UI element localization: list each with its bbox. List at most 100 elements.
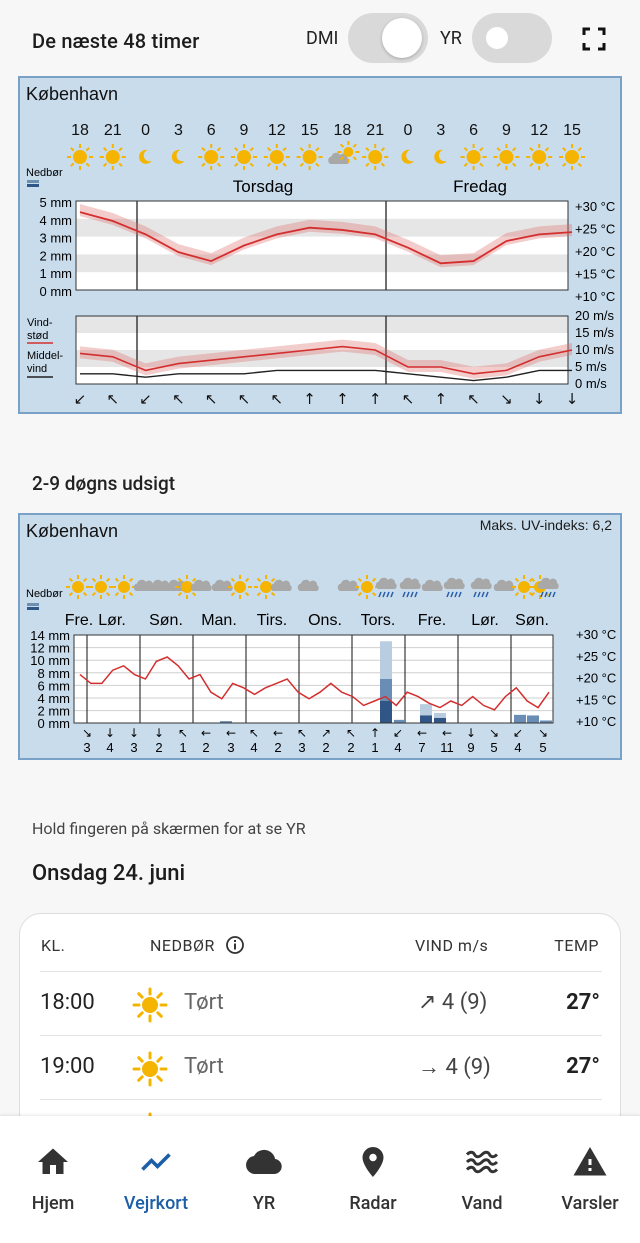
day-label: Fre. <box>65 612 93 629</box>
cloud-icon <box>337 579 359 591</box>
wind-speed: 4 <box>250 740 257 755</box>
wind-speed: 2 <box>274 740 281 755</box>
nav-vand[interactable]: Vand <box>429 1116 535 1243</box>
precip-tick: 14 mm <box>30 628 70 643</box>
precip-tick: 0 mm <box>38 716 71 731</box>
wind-arrow: ↖ <box>205 390 218 408</box>
wind-arrow: ↖ <box>172 390 185 408</box>
wind-arrow: ↗ <box>321 726 331 740</box>
temp-tick: +15 °C <box>575 267 615 282</box>
fullscreen-icon[interactable] <box>582 27 606 51</box>
wind-arrow: ← <box>442 726 452 740</box>
rain-icon <box>406 591 410 598</box>
uv-index: Maks. UV-indeks: 6,2 <box>479 517 612 533</box>
chart-border <box>75 315 569 385</box>
wind-speed: 7 <box>418 740 425 755</box>
table-row[interactable]: 18:00 Tørt ↗ 4 (9) 27° <box>40 971 602 1035</box>
nine-day-title: 2-9 døgns udsigt <box>32 472 176 495</box>
mean-wind-line <box>80 369 572 382</box>
nav-radar[interactable]: Radar <box>320 1116 426 1243</box>
precip-bar <box>540 720 552 723</box>
mean-legend-label: vind <box>27 363 47 375</box>
moon-icon <box>401 149 414 164</box>
day-label: Fre. <box>418 612 446 629</box>
rain-icon <box>382 591 386 598</box>
rain-icon <box>410 591 414 598</box>
cloud-icon <box>375 577 397 589</box>
temp-tick: +30 °C <box>575 199 615 214</box>
nav-vejrkort[interactable]: Vejrkort <box>103 1116 209 1243</box>
wind-arrow: ↓ <box>533 390 546 408</box>
wind-arrow: ↑ <box>303 390 316 408</box>
forecast-48h-panel[interactable]: København 18 21 0 3 6 9 12 15 18 21 0 3 6 9 12 15 Nedbør… <box>18 76 622 414</box>
sun-icon <box>296 144 323 170</box>
day-label: Lør. <box>98 612 126 629</box>
wind-arrow: ↑ <box>369 390 382 408</box>
dmi-toggle[interactable] <box>348 13 428 63</box>
precip-bar <box>380 701 392 723</box>
forecast-9d-panel[interactable]: København Maks. UV-indeks: 6,2 Nedbør Fre… <box>18 513 622 760</box>
city-name: København <box>26 84 119 104</box>
rain-icon <box>477 591 481 598</box>
cloud-icon <box>149 579 171 591</box>
nav-varsler[interactable]: Varsler <box>537 1116 640 1243</box>
mean-legend-label: Middel- <box>27 350 63 362</box>
grid-band <box>76 254 568 273</box>
wind-speed: 4 <box>394 740 401 755</box>
wind-arrow: ↘ <box>538 726 548 740</box>
precip-legend-swatch <box>27 603 39 606</box>
hour-label: 15 <box>301 122 319 139</box>
sun-icon <box>493 144 520 170</box>
rain-icon <box>450 591 454 598</box>
wind-arrow: ↙ <box>393 726 403 740</box>
wind-speed: 2 <box>202 740 209 755</box>
table-row[interactable]: 19:00 Tørt → 4 (9) 27° <box>40 1035 602 1099</box>
wind-speed: 4 <box>106 740 113 755</box>
chart-border <box>73 634 554 724</box>
wind-speed: 3 <box>227 740 234 755</box>
nav-label: Hjem <box>31 1193 75 1214</box>
hour-label: 15 <box>563 122 581 139</box>
hour-label: 0 <box>404 122 413 139</box>
precip-legend-swatch <box>27 607 39 610</box>
nav-hjem[interactable]: Hjem <box>0 1116 106 1243</box>
precip-tick: 0 mm <box>40 284 73 299</box>
hour-label: 21 <box>366 122 384 139</box>
nav-yr[interactable]: YR <box>211 1116 317 1243</box>
row-temp: 27° <box>566 1054 600 1079</box>
sun-icon <box>228 575 252 599</box>
row-precip: Tørt <box>184 1054 224 1079</box>
wind-speed: 2 <box>322 740 329 755</box>
cloud-icon <box>211 579 233 591</box>
info-icon[interactable] <box>225 935 245 955</box>
precip-tick: 2 mm <box>38 704 71 719</box>
day-label: Søn. <box>515 612 549 629</box>
yr-toggle[interactable] <box>472 13 552 63</box>
precip-bar <box>394 719 406 723</box>
precip-legend-swatch <box>27 184 39 187</box>
wind-speed: 1 <box>371 740 378 755</box>
sun-icon <box>460 144 487 170</box>
wind-speed: 3 <box>130 740 137 755</box>
sun-icon <box>559 144 585 170</box>
precip-tick: 4 mm <box>38 691 71 706</box>
wind-speed: 11 <box>440 740 454 755</box>
wind-arrow: ← <box>201 726 211 740</box>
wind-arrow: ↓ <box>566 390 579 408</box>
cloud-icon <box>537 577 559 589</box>
wind-arrow: ↓ <box>129 726 139 740</box>
day-label: Fredag <box>453 177 507 196</box>
cloud-icon <box>443 577 465 589</box>
rain-icon <box>552 591 556 598</box>
col-temp-header: TEMP <box>554 936 599 955</box>
temp-uncertainty-band <box>80 204 572 268</box>
sun-icon <box>355 575 379 599</box>
rain-icon <box>378 591 382 598</box>
cloud-icon <box>190 579 212 591</box>
wind-arrow: ↖ <box>107 390 120 408</box>
wind-arrow: ↘ <box>82 726 92 740</box>
col-wind-header: VIND m/s <box>415 936 489 955</box>
temperature-line <box>79 656 550 711</box>
precip-tick: 1 mm <box>40 266 73 281</box>
